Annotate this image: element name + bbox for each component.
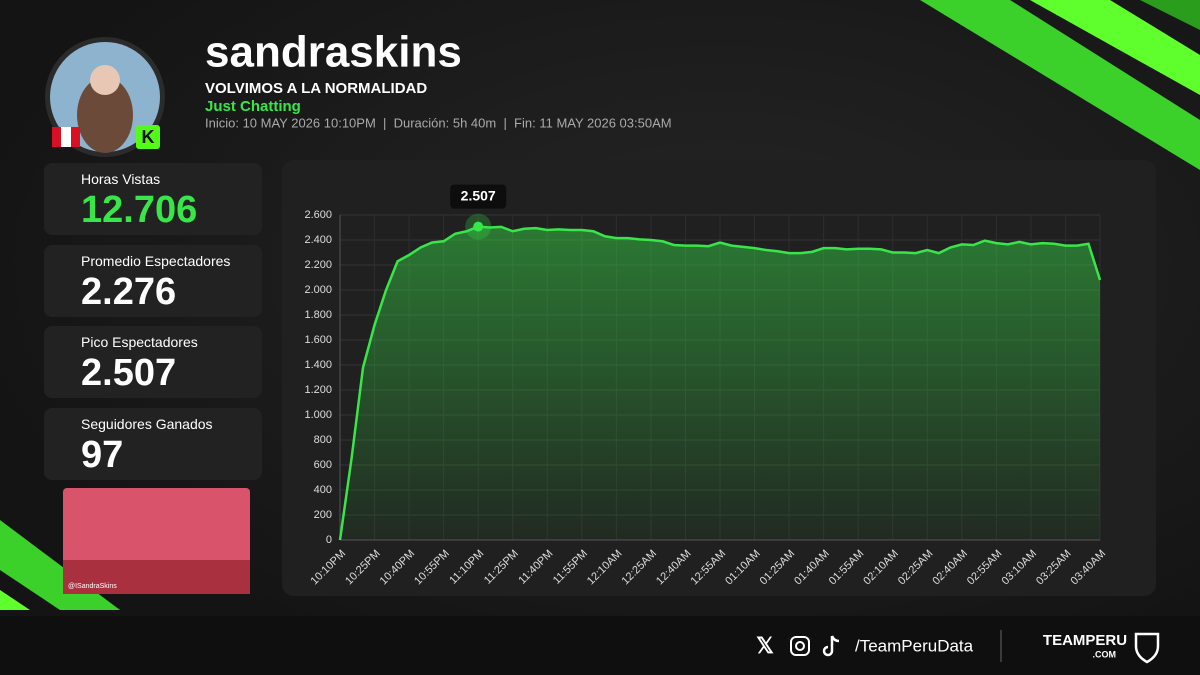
kick-logo: K (142, 127, 155, 147)
kick-logo (136, 125, 160, 149)
stat-label: Seguidores Ganados (81, 415, 213, 432)
stripe (1140, 0, 1200, 30)
stat-card: Promedio Espectadores 2.276 (44, 244, 262, 317)
annotation: 2.507 (461, 187, 496, 203)
stat-value: 97 (81, 433, 124, 476)
y-tick-label: 1.800 (304, 309, 332, 321)
clip-caption: @ISandraSkins (68, 583, 117, 590)
stat-card: Horas Vistas 12.706 (44, 163, 262, 235)
annotation-box (450, 184, 507, 209)
stat-label: Horas Vistas (81, 171, 161, 187)
category: Just Chatting (205, 98, 301, 115)
stripe (0, 590, 30, 610)
y-tick-label: 2.200 (304, 259, 332, 271)
y-tick-label: 600 (314, 459, 332, 471)
instagram-icon (795, 641, 805, 651)
brand: TEAMPERU (1043, 632, 1127, 649)
avatar-face (90, 65, 120, 95)
instagram-icon (790, 636, 810, 656)
stripe (920, 0, 1200, 170)
y-tick-label: 1.200 (304, 384, 332, 396)
y-tick-label: 1.400 (304, 359, 332, 371)
stat-card: Seguidores Ganados 97 (44, 407, 262, 480)
stripe (1030, 0, 1200, 95)
shield-logo (1134, 632, 1160, 664)
brand-domain: .COM (1093, 649, 1117, 659)
tiktok-icon (822, 635, 840, 657)
y-tick-label: 2.000 (304, 284, 332, 296)
y-tick-label: 1.600 (304, 334, 332, 346)
footer-bar (0, 616, 1200, 675)
handle: /TeamPeruData (855, 636, 974, 655)
stream-info: Inicio: 10 MAY 2026 10:10PM | Duración: … (205, 115, 672, 130)
stat-label: Promedio Espectadores (81, 252, 231, 269)
flag (52, 127, 61, 147)
stat-value: 2.507 (81, 352, 177, 394)
stat-value: 12.706 (81, 189, 198, 231)
avatar-figure (77, 77, 133, 153)
y-tick-label: 0 (326, 534, 332, 546)
stat-card: Pico Espectadores 2.507 (44, 326, 262, 398)
y-tick-label: 2.400 (304, 234, 332, 246)
y-tick-label: 1.000 (304, 409, 332, 421)
peak-point (473, 221, 484, 232)
clip-thumb (63, 560, 250, 594)
chart: 0 200 400 600 800 1.000 1.200 1.400 1.600 1.800 2.… (304, 184, 1108, 587)
area (340, 226, 1100, 540)
flag (71, 127, 80, 147)
stat-value: 2.276 (81, 270, 177, 313)
x-icon: 𝕏 (756, 633, 774, 658)
y-tick-label: 200 (314, 509, 332, 521)
y-tick-label: 400 (314, 484, 332, 496)
y-tick-label: 800 (314, 434, 332, 446)
stat-label: Pico Espectadores (81, 334, 198, 350)
title: sandraskins (205, 28, 462, 77)
subtitle: VOLVIMOS A LA NORMALIDAD (205, 80, 427, 97)
line (338, 225, 1102, 541)
y-tick-label: 2.600 (304, 209, 332, 221)
